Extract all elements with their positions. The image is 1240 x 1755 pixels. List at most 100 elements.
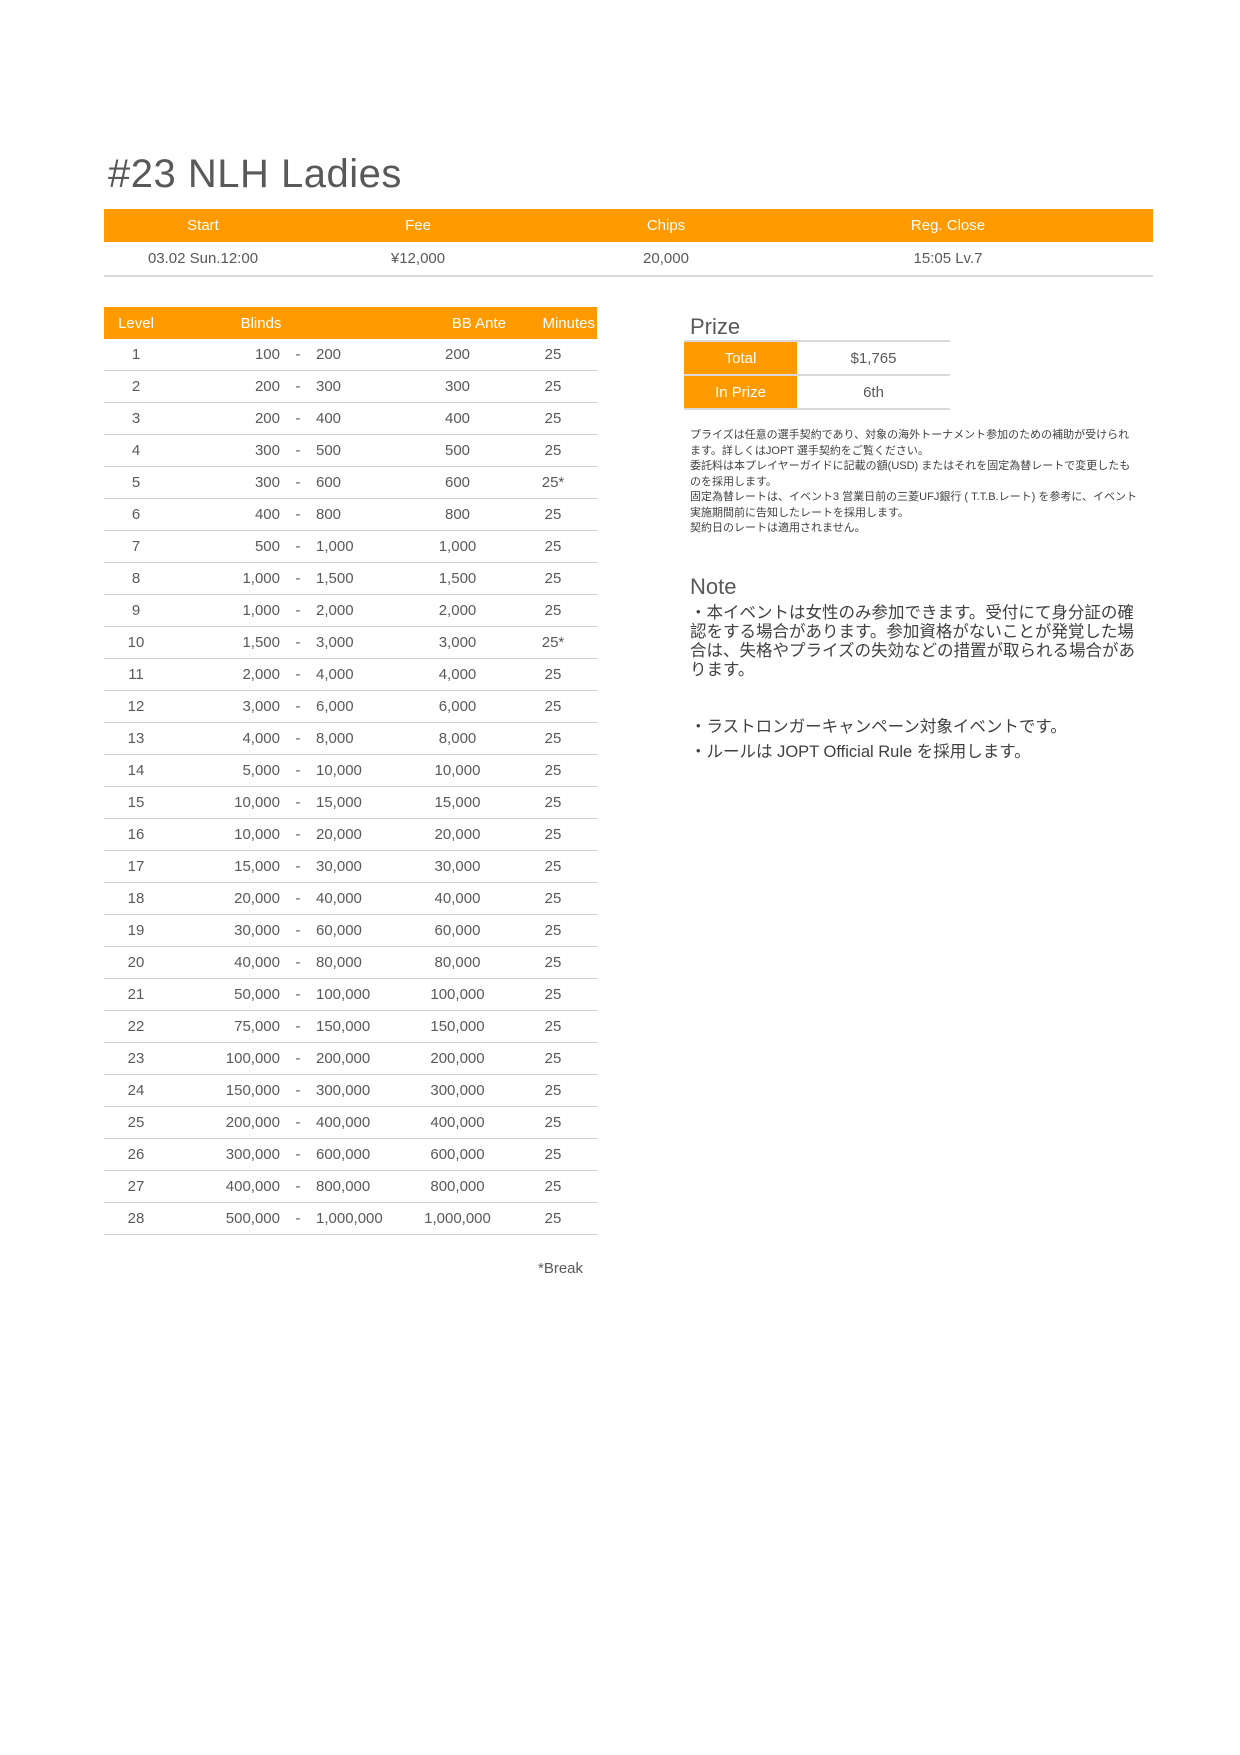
header-reg-close: Reg. Close xyxy=(910,217,986,234)
header-bb-ante: BB Ante xyxy=(451,314,506,332)
info-value-row: 03.02 Sun.12:00 ¥12,000 20,000 15:05 Lv.… xyxy=(104,242,1153,277)
minutes: 25 xyxy=(544,1050,562,1067)
bb-ante: 300 xyxy=(444,378,471,395)
big-blind: 1,000,000 xyxy=(316,1210,383,1227)
level-number: 8 xyxy=(131,570,141,587)
small-blind: 300,000 xyxy=(225,1146,280,1163)
bb-ante: 15,000 xyxy=(434,794,481,811)
small-blind: 75,000 xyxy=(234,1018,280,1035)
minutes: 25 xyxy=(544,986,562,1003)
level-number: 4 xyxy=(131,442,141,459)
level-row: 14 5,000-10,000 10,000 25 xyxy=(104,755,597,787)
note-body: ・本イベントは女性のみ参加できます。受付にて身分証の確認をする場合があります。参… xyxy=(690,604,1145,762)
level-row: 22 75,000-150,000 150,000 25 xyxy=(104,1011,597,1043)
small-blind: 1,000 xyxy=(242,602,280,619)
minutes: 25* xyxy=(541,634,565,651)
big-blind: 60,000 xyxy=(316,922,362,939)
level-row: 8 1,000-1,500 1,500 25 xyxy=(104,563,597,595)
level-row: 27 400,000-800,000 800,000 25 xyxy=(104,1171,597,1203)
big-blind: 800,000 xyxy=(316,1178,371,1195)
big-blind: 80,000 xyxy=(316,954,362,971)
bb-ante: 40,000 xyxy=(434,890,481,907)
big-blind: 200,000 xyxy=(316,1050,371,1067)
level-row: 13 4,000-8,000 8,000 25 xyxy=(104,723,597,755)
level-number: 5 xyxy=(131,474,141,491)
level-number: 23 xyxy=(127,1050,145,1067)
bb-ante: 1,000 xyxy=(438,538,477,555)
small-blind: 400 xyxy=(254,506,280,523)
prize-table: Total $1,765 In Prize 6th xyxy=(684,340,950,410)
minutes: 25 xyxy=(544,1146,562,1163)
prize-notes: プライズは任意の選手契約であり、対象の海外トーナメント参加のための補助が受けられ… xyxy=(690,428,1140,537)
level-number: 6 xyxy=(131,506,141,523)
level-number: 13 xyxy=(127,730,145,747)
big-blind: 40,000 xyxy=(316,890,362,907)
header-chips: Chips xyxy=(646,217,686,234)
small-blind: 100,000 xyxy=(225,1050,280,1067)
small-blind: 50,000 xyxy=(234,986,280,1003)
level-number: 9 xyxy=(131,602,141,619)
level-number: 11 xyxy=(128,666,144,683)
big-blind: 300,000 xyxy=(316,1082,371,1099)
minutes: 25 xyxy=(544,1210,562,1227)
break-note: *Break xyxy=(538,1260,584,1277)
big-blind: 300 xyxy=(316,378,342,395)
header-level: Level xyxy=(118,314,154,332)
blind-separator: - xyxy=(295,602,301,619)
small-blind: 300 xyxy=(254,474,280,491)
blind-separator: - xyxy=(295,794,301,811)
blind-separator: - xyxy=(295,1210,301,1227)
minutes: 25 xyxy=(544,762,562,779)
small-blind: 3,000 xyxy=(242,698,280,715)
blind-separator: - xyxy=(295,1178,301,1195)
level-number: 2 xyxy=(131,378,141,395)
level-number: 10 xyxy=(127,634,145,651)
big-blind: 600,000 xyxy=(316,1146,371,1163)
big-blind: 600 xyxy=(316,474,342,491)
small-blind: 200 xyxy=(254,410,280,427)
small-blind: 10,000 xyxy=(234,794,280,811)
blind-separator: - xyxy=(295,922,301,939)
minutes: 25 xyxy=(544,730,562,747)
level-number: 17 xyxy=(127,858,145,875)
note-line: ・ルールは JOPT Official Rule を採用します。 xyxy=(690,743,1031,761)
blind-separator: - xyxy=(295,378,301,395)
big-blind: 400 xyxy=(316,410,342,427)
in-prize-label: In Prize xyxy=(684,376,797,408)
level-number: 20 xyxy=(127,954,145,971)
level-number: 21 xyxy=(127,986,145,1003)
blind-separator: - xyxy=(295,474,301,491)
blind-separator: - xyxy=(295,858,301,875)
big-blind: 6,000 xyxy=(316,698,354,715)
minutes: 25 xyxy=(544,1018,562,1035)
level-row: 3 200-400 400 25 xyxy=(104,403,597,435)
blind-separator: - xyxy=(295,1114,301,1131)
bb-ante: 400 xyxy=(444,410,471,427)
big-blind: 800 xyxy=(316,506,342,523)
big-blind: 500 xyxy=(316,442,342,459)
small-blind: 500,000 xyxy=(225,1210,280,1227)
big-blind: 30,000 xyxy=(316,858,362,875)
bb-ante: 10,000 xyxy=(434,762,481,779)
minutes: 25 xyxy=(544,442,562,459)
minutes: 25 xyxy=(544,954,562,971)
big-blind: 15,000 xyxy=(316,794,362,811)
start-value: 03.02 Sun.12:00 xyxy=(147,250,259,267)
minutes: 25 xyxy=(544,1082,562,1099)
blind-separator: - xyxy=(295,666,301,683)
level-row: 2 200-300 300 25 xyxy=(104,371,597,403)
minutes: 25 xyxy=(544,666,562,683)
big-blind: 3,000 xyxy=(316,634,354,651)
minutes: 25* xyxy=(541,474,565,491)
bb-ante: 60,000 xyxy=(434,922,481,939)
level-row: 28 500,000-1,000,000 1,000,000 25 xyxy=(104,1203,597,1235)
prize-note: 契約日のレートは適用されません。 xyxy=(690,522,866,534)
level-number: 16 xyxy=(127,826,145,843)
small-blind: 1,500 xyxy=(242,634,280,651)
level-number: 18 xyxy=(127,890,145,907)
small-blind: 200,000 xyxy=(225,1114,280,1131)
prize-row-total: Total $1,765 xyxy=(684,342,950,376)
level-row: 5 300-600 600 25* xyxy=(104,467,597,499)
level-number: 25 xyxy=(127,1114,145,1131)
big-blind: 20,000 xyxy=(316,826,362,843)
